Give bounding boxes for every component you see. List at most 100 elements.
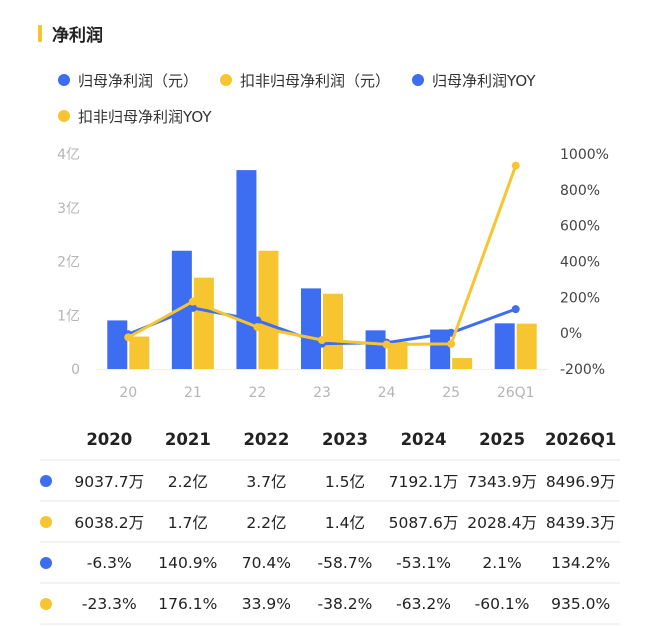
- left-axis-tick-label: 2亿: [57, 255, 80, 271]
- bar-deducted-net-profit: [516, 323, 537, 369]
- title-accent-bar: [38, 24, 42, 42]
- table-cell: -60.1%: [462, 583, 542, 625]
- left-axis-tick-label: 1亿: [57, 308, 80, 324]
- table-header-cell: 2025: [462, 420, 542, 461]
- table-cell: 8439.3万: [541, 501, 620, 543]
- table-cell: 7343.9万: [462, 460, 542, 502]
- point-deducted-yoy: [382, 340, 391, 349]
- left-axis-tick-label: 3亿: [57, 201, 80, 217]
- row-dot-cell: [40, 542, 70, 584]
- table-cell: -53.1%: [384, 542, 463, 584]
- legend-label: 扣非归母净利润YOY: [78, 107, 212, 126]
- table-cell: 70.4%: [227, 542, 306, 584]
- row-dot-icon: [40, 557, 52, 569]
- table-row: 6038.2万 1.7亿 2.2亿 1.4亿 5087.6万 2028.4万 8…: [40, 501, 620, 543]
- table-cell: 1.5亿: [305, 460, 385, 502]
- legend-item[interactable]: 归母净利润YOY: [412, 70, 536, 91]
- table-cell: 176.1%: [148, 583, 228, 625]
- point-parent-yoy: [511, 305, 520, 314]
- row-dot-icon: [40, 598, 52, 610]
- table-cell: 9037.7万: [70, 460, 149, 502]
- right-axis-tick-label: 600%: [560, 219, 600, 235]
- table-header-cell: 2020: [70, 420, 149, 461]
- table-cell: 6038.2万: [70, 501, 149, 543]
- table-header-row: 2020 2021 2022 2023 2024 2025 2026Q1: [40, 420, 620, 461]
- row-dot-cell: [40, 501, 70, 543]
- point-deducted-yoy: [188, 297, 197, 306]
- table-header-cell: 2026Q1: [541, 420, 620, 461]
- legend-dot-icon: [220, 74, 233, 86]
- table-header-cell: 2024: [384, 420, 463, 461]
- bar-deducted-net-profit: [258, 250, 279, 369]
- table-cell: 1.7亿: [148, 501, 228, 543]
- row-dot-icon: [40, 516, 52, 528]
- legend-label: 扣非归母净利润（元）: [240, 71, 391, 90]
- table-header-spacer: [40, 420, 70, 461]
- bar-deducted-net-profit: [387, 341, 408, 369]
- bar-parent-net-profit: [365, 330, 386, 369]
- legend-row-2: 扣非归母净利润YOY: [58, 104, 618, 128]
- chart-legend: 归母净利润（元） 扣非归母净利润（元） 归母净利润YOY 扣非归母净利润YOY: [58, 68, 618, 140]
- bar-deducted-net-profit: [193, 277, 214, 369]
- table-cell: 140.9%: [148, 542, 228, 584]
- left-axis-tick-label: 0: [71, 362, 80, 378]
- point-deducted-yoy: [124, 333, 133, 342]
- table-cell: -63.2%: [384, 583, 463, 625]
- row-dot-icon: [40, 475, 52, 487]
- table-cell: 2.2亿: [227, 501, 306, 543]
- right-axis-tick-label: -200%: [560, 362, 605, 378]
- row-dot-cell: [40, 583, 70, 625]
- bar-parent-net-profit: [301, 288, 321, 369]
- table-cell: -58.7%: [305, 542, 385, 584]
- point-parent-yoy: [253, 316, 262, 325]
- bar-parent-net-profit: [171, 250, 192, 369]
- point-deducted-yoy: [253, 323, 262, 332]
- table-cell: 935.0%: [541, 583, 620, 625]
- table-row: -6.3% 140.9% 70.4% -58.7% -53.1% 2.1% 13…: [40, 542, 620, 584]
- legend-item[interactable]: 归母净利润（元）: [58, 70, 198, 91]
- page-title: 净利润: [52, 25, 103, 46]
- bar-deducted-net-profit: [452, 358, 473, 369]
- row-dot-cell: [40, 460, 70, 502]
- x-axis-tick-label: 25: [442, 385, 460, 401]
- point-deducted-yoy: [318, 336, 326, 345]
- x-axis-tick-label: 26Q1: [497, 385, 535, 401]
- table-cell: 5087.6万: [384, 501, 463, 543]
- table-cell: -23.3%: [70, 583, 149, 625]
- table-cell: 1.4亿: [305, 501, 385, 543]
- left-axis-tick-label: 4亿: [57, 147, 80, 163]
- bar-deducted-net-profit: [129, 336, 150, 369]
- x-axis-tick-label: 22: [249, 385, 267, 401]
- table-cell: -6.3%: [70, 542, 149, 584]
- x-axis-tick-label: 21: [184, 385, 202, 401]
- section-header: 净利润: [38, 22, 103, 46]
- table-cell: 2.2亿: [148, 460, 228, 502]
- right-axis-tick-label: 1000%: [560, 147, 609, 163]
- x-axis-tick-label: 20: [119, 385, 137, 401]
- bar-deducted-net-profit: [323, 293, 343, 369]
- table-header-cell: 2021: [148, 420, 228, 461]
- legend-dot-icon: [58, 110, 70, 122]
- x-axis-tick-label: 23: [313, 385, 331, 401]
- bar-parent-net-profit: [494, 323, 515, 369]
- legend-dot-icon: [58, 74, 70, 86]
- legend-dot-icon: [412, 74, 425, 86]
- table-header-cell: 2022: [227, 420, 306, 461]
- right-axis-tick-label: 200%: [560, 290, 600, 306]
- bar-parent-net-profit: [107, 320, 128, 369]
- table-row: 9037.7万 2.2亿 3.7亿 1.5亿 7192.1万 7343.9万 8…: [40, 460, 620, 502]
- legend-row-1: 归母净利润（元） 扣非归母净利润（元） 归母净利润YOY: [58, 68, 618, 92]
- table-header-cell: 2023: [305, 420, 385, 461]
- point-parent-yoy: [188, 303, 197, 312]
- table-row: -23.3% 176.1% 33.9% -38.2% -63.2% -60.1%…: [40, 583, 620, 625]
- point-deducted-yoy: [447, 339, 456, 348]
- table-cell: 3.7亿: [227, 460, 306, 502]
- legend-item[interactable]: 扣非归母净利润YOY: [58, 106, 212, 127]
- right-axis-tick-label: 400%: [560, 255, 600, 271]
- table-cell: 7192.1万: [384, 460, 463, 502]
- legend-item[interactable]: 扣非归母净利润（元）: [220, 70, 390, 91]
- legend-label: 归母净利润YOY: [432, 71, 536, 90]
- right-axis-tick-label: 800%: [560, 183, 600, 199]
- bar-parent-net-profit: [430, 329, 451, 369]
- point-deducted-yoy: [511, 161, 520, 170]
